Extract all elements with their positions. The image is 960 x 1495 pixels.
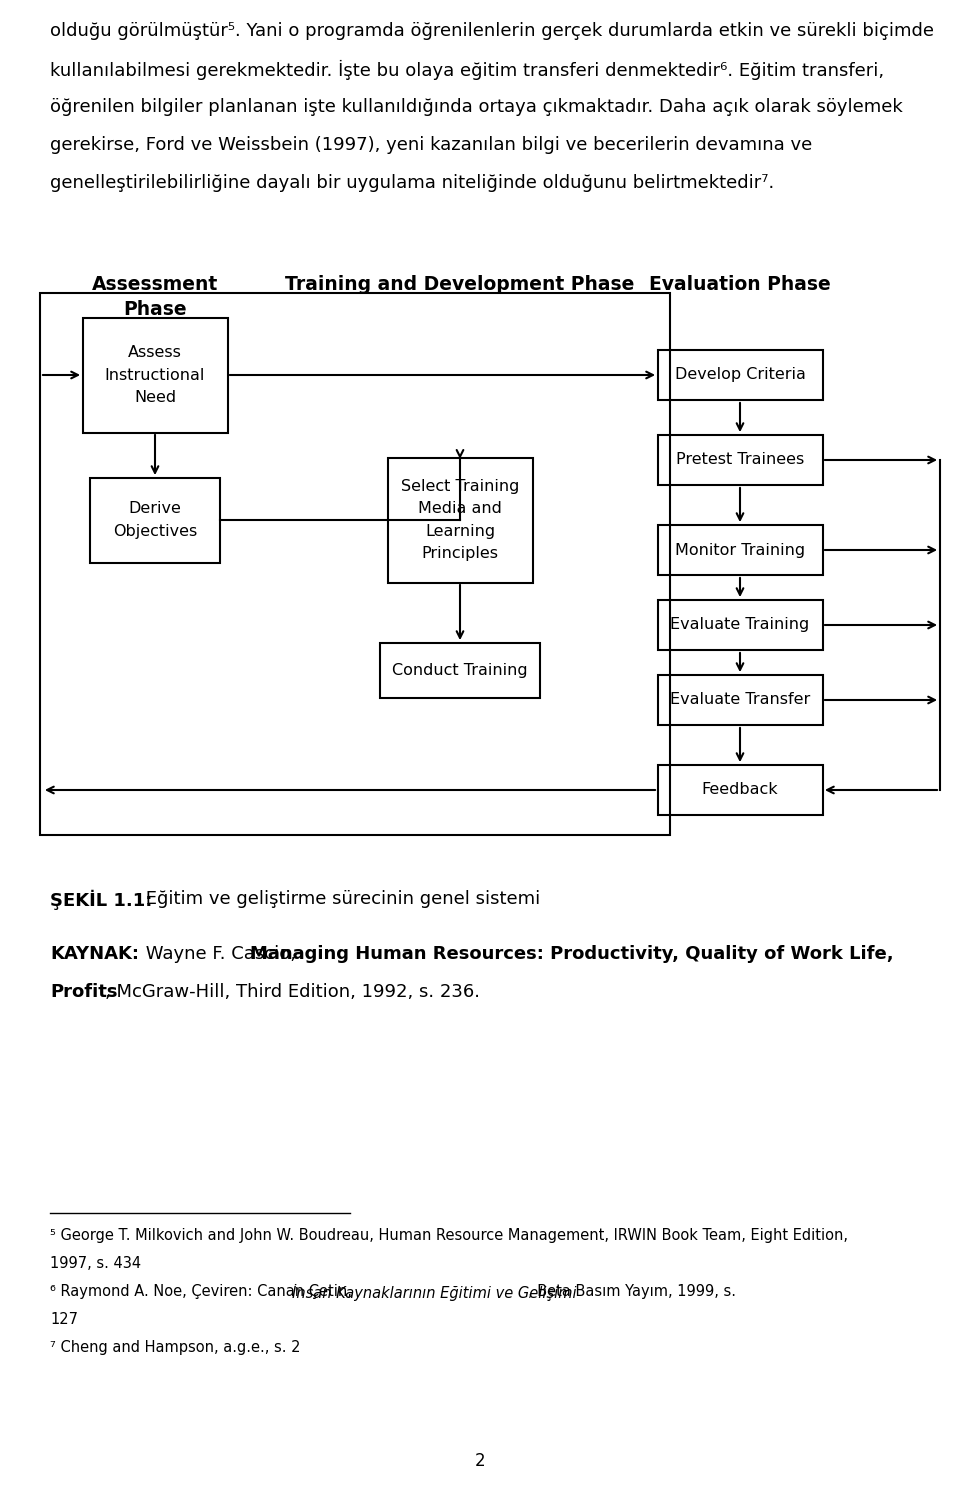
Bar [658,765,823,815]
Text: Profits: Profits [50,984,117,1002]
Text: Develop Criteria: Develop Criteria [675,368,805,383]
Text: genelleştirilebilirliğine dayalı bir uygulama niteliğinde olduğunu belirtmektedi: genelleştirilebilirliğine dayalı bir uyg… [50,173,775,191]
Text: ŞEKİL 1.1:: ŞEKİL 1.1: [50,890,153,910]
Text: Evaluate Transfer: Evaluate Transfer [670,692,810,707]
Bar [83,317,228,432]
Bar [658,350,823,401]
Text: ⁶ Raymond A. Noe, Çeviren: Canan Çetin,: ⁶ Raymond A. Noe, Çeviren: Canan Çetin, [50,1284,356,1299]
Text: Pretest Trainees: Pretest Trainees [676,453,804,468]
Text: Feedback: Feedback [702,782,779,797]
Text: gerekirse, Ford ve Weissbein (1997), yeni kazanılan bilgi ve becerilerin devamın: gerekirse, Ford ve Weissbein (1997), yen… [50,136,812,154]
Text: 1997, s. 434: 1997, s. 434 [50,1256,141,1271]
Text: kullanılabilmesi gerekmektedir. İşte bu olaya eğitim transferi denmektedir⁶. Eği: kullanılabilmesi gerekmektedir. İşte bu … [50,60,884,81]
Bar [658,676,823,725]
Text: İnsan Kaynaklarının Eğitimi ve Gelişimi: İnsan Kaynaklarının Eğitimi ve Gelişimi [292,1284,577,1301]
Text: Evaluation Phase: Evaluation Phase [649,275,830,295]
Text: Assessment
Phase: Assessment Phase [92,275,218,318]
Bar [388,457,533,583]
Text: Conduct Training: Conduct Training [393,662,528,677]
Text: olduğu görülmüştür⁵. Yani o programda öğrenilenlerin gerçek durumlarda etkin ve : olduğu görülmüştür⁵. Yani o programda öğ… [50,22,934,40]
Text: KAYNAK:: KAYNAK: [50,945,139,963]
Text: Select Training
Media and
Learning
Principles: Select Training Media and Learning Princ… [401,480,519,561]
Text: öğrenilen bilgiler planlanan işte kullanıldığında ortaya çıkmaktadır. Daha açık : öğrenilen bilgiler planlanan işte kullan… [50,99,902,117]
Text: ⁵ George T. Milkovich and John W. Boudreau, Human Resource Management, IRWIN Boo: ⁵ George T. Milkovich and John W. Boudre… [50,1227,848,1242]
Bar [90,477,220,562]
Text: 127: 127 [50,1313,78,1328]
Text: Training and Development Phase: Training and Development Phase [285,275,635,295]
Text: , Beta Basım Yayım, 1999, s.: , Beta Basım Yayım, 1999, s. [528,1284,736,1299]
Text: ⁷ Cheng and Hampson, a.g.e., s. 2: ⁷ Cheng and Hampson, a.g.e., s. 2 [50,1340,300,1354]
Bar [380,643,540,698]
Bar [658,435,823,484]
Text: Assess
Instructional
Need: Assess Instructional Need [105,345,205,405]
Text: Eğitim ve geliştirme sürecinin genel sistemi: Eğitim ve geliştirme sürecinin genel sis… [140,890,540,907]
Text: Derive
Objectives: Derive Objectives [113,501,197,538]
Bar [658,525,823,576]
Bar [40,293,670,836]
Text: Evaluate Training: Evaluate Training [670,617,809,632]
Text: Managing Human Resources: Productivity, Quality of Work Life,: Managing Human Resources: Productivity, … [250,945,894,963]
Text: Monitor Training: Monitor Training [675,543,805,558]
Bar [658,599,823,650]
Text: , McGraw-Hill, Third Edition, 1992, s. 236.: , McGraw-Hill, Third Edition, 1992, s. 2… [105,984,480,1002]
Text: 2: 2 [474,1452,486,1470]
Text: Wayne F. Cascio,: Wayne F. Cascio, [140,945,301,963]
